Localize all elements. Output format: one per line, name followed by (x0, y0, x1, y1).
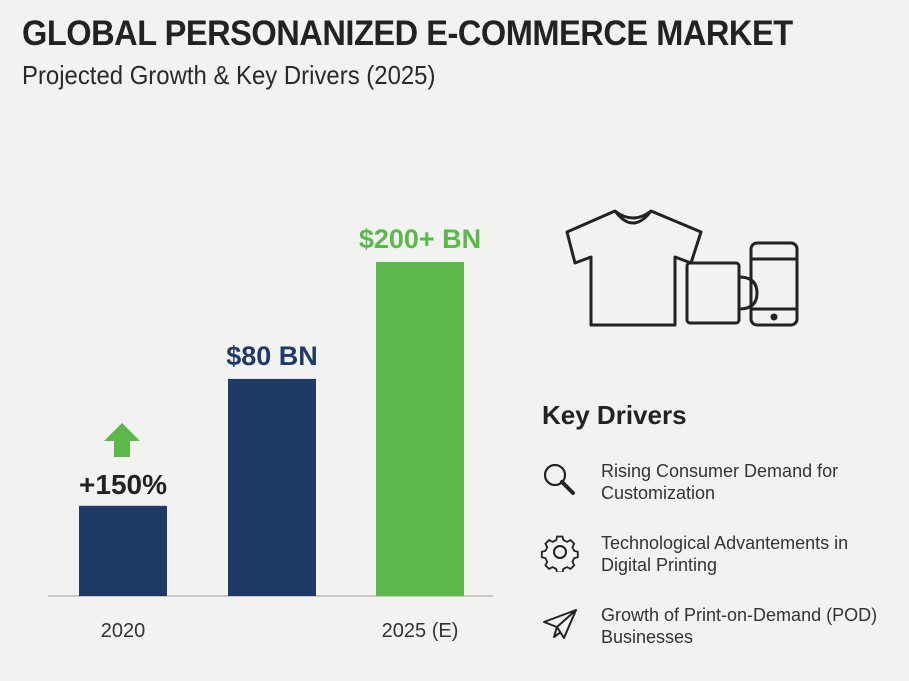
growth-arrow-icon (104, 423, 140, 457)
driver-line: Digital Printing (601, 555, 718, 575)
driver-item: Technological Advantements in Digital Pri… (540, 532, 900, 582)
bar-value-label: $200+ BN (359, 224, 481, 254)
smartphone-icon (749, 241, 799, 327)
product-illustration (565, 209, 799, 327)
gear-icon (540, 535, 579, 572)
page-title: GLOBAL PERSONANIZED E-COMMERCE MARKET (22, 14, 793, 53)
driver-line: Technological Advantements in (601, 533, 849, 553)
driver-item: Growth of Print-on-Demand (POD) Businesse… (540, 604, 900, 654)
driver-line: Growth of Print-on-Demand (POD) (601, 605, 878, 625)
x-tick-label: 2025 (E) (382, 620, 459, 642)
bar-value-label: +150% (79, 469, 167, 500)
bar (228, 378, 316, 596)
bar (79, 505, 167, 596)
mug-icon (685, 261, 759, 325)
driver-line: Customization (601, 483, 716, 503)
tshirt-icon (565, 209, 703, 327)
driver-line: Rising Consumer Demand for (601, 461, 839, 481)
driver-item: Rising Consumer Demand for Customization (540, 460, 900, 510)
bar-value-label: $80 BN (226, 341, 318, 371)
driver-line: Businesses (601, 627, 694, 647)
search-icon (543, 463, 575, 495)
page-subtitle: Projected Growth & Key Drivers (2025) (22, 60, 436, 90)
key-drivers-title: Key Drivers (542, 400, 687, 430)
paper-plane-icon (543, 609, 577, 639)
bar (376, 262, 464, 596)
x-tick-label: 2020 (101, 620, 146, 642)
